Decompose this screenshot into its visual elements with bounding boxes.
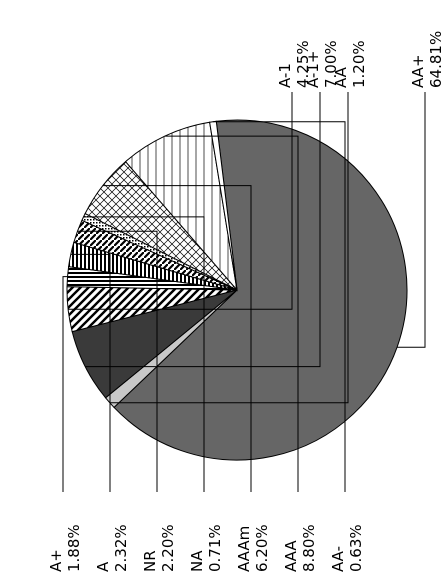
- slice-value-nr: 2.20%: [159, 524, 177, 572]
- pie-slice-aaa: [124, 121, 238, 292]
- slice-value-na: 0.71%: [206, 524, 224, 572]
- leader-line-nr: [77, 230, 158, 492]
- slice-label-aa: AA: [332, 66, 350, 88]
- leader-line-a-1-plus: [85, 92, 321, 368]
- slice-label-a-1: A-1: [276, 63, 294, 88]
- slice-value-aaa: 8.80%: [300, 524, 318, 572]
- leader-line-na: [83, 216, 205, 492]
- slice-label-nr: NR: [141, 550, 159, 572]
- pie-slice-aa-plus: [113, 119, 408, 461]
- leader-line-aaa: [164, 135, 299, 492]
- leader-line-a: [70, 253, 111, 492]
- slice-label-aa: AA-: [329, 546, 347, 572]
- slice-value-aaam: 6.20%: [253, 524, 271, 572]
- leader-line-a-1: [68, 92, 293, 310]
- slice-value-a-plus: 1.88%: [65, 524, 83, 572]
- slice-label-a-plus: A+: [47, 549, 65, 572]
- slice-label-a-1-plus: A-1+: [304, 51, 322, 88]
- leader-line-aa: [109, 92, 349, 404]
- slice-value-a-1-plus: 7.00%: [322, 40, 340, 88]
- slice-label-na: NA: [188, 550, 206, 572]
- leader-line-a-plus: [62, 276, 68, 492]
- slice-label-aaam: AAAm: [235, 526, 253, 572]
- leader-lines: [62, 92, 426, 492]
- pie-slices: [66, 119, 408, 461]
- slice-label-aa-plus: AA+: [409, 54, 427, 88]
- slice-labels: AA+ 64.81% AA 1.20% A-1+ 7.00% A-1 4.25% A+ 1.88%…: [47, 31, 441, 572]
- leader-line-aaam: [102, 185, 252, 492]
- leader-line-aa: [212, 121, 346, 492]
- slice-value-aa: 0.63%: [347, 524, 365, 572]
- slice-label-a: A: [94, 561, 112, 572]
- slice-value-a: 2.32%: [112, 524, 130, 572]
- leader-line-aa-plus: [397, 92, 426, 348]
- slice-value-a-1: 4.25%: [294, 40, 312, 88]
- slice-value-aa: 1.20%: [350, 40, 368, 88]
- slice-label-aaa: AAA: [282, 540, 300, 572]
- slice-value-aa-plus: 64.81%: [427, 31, 441, 88]
